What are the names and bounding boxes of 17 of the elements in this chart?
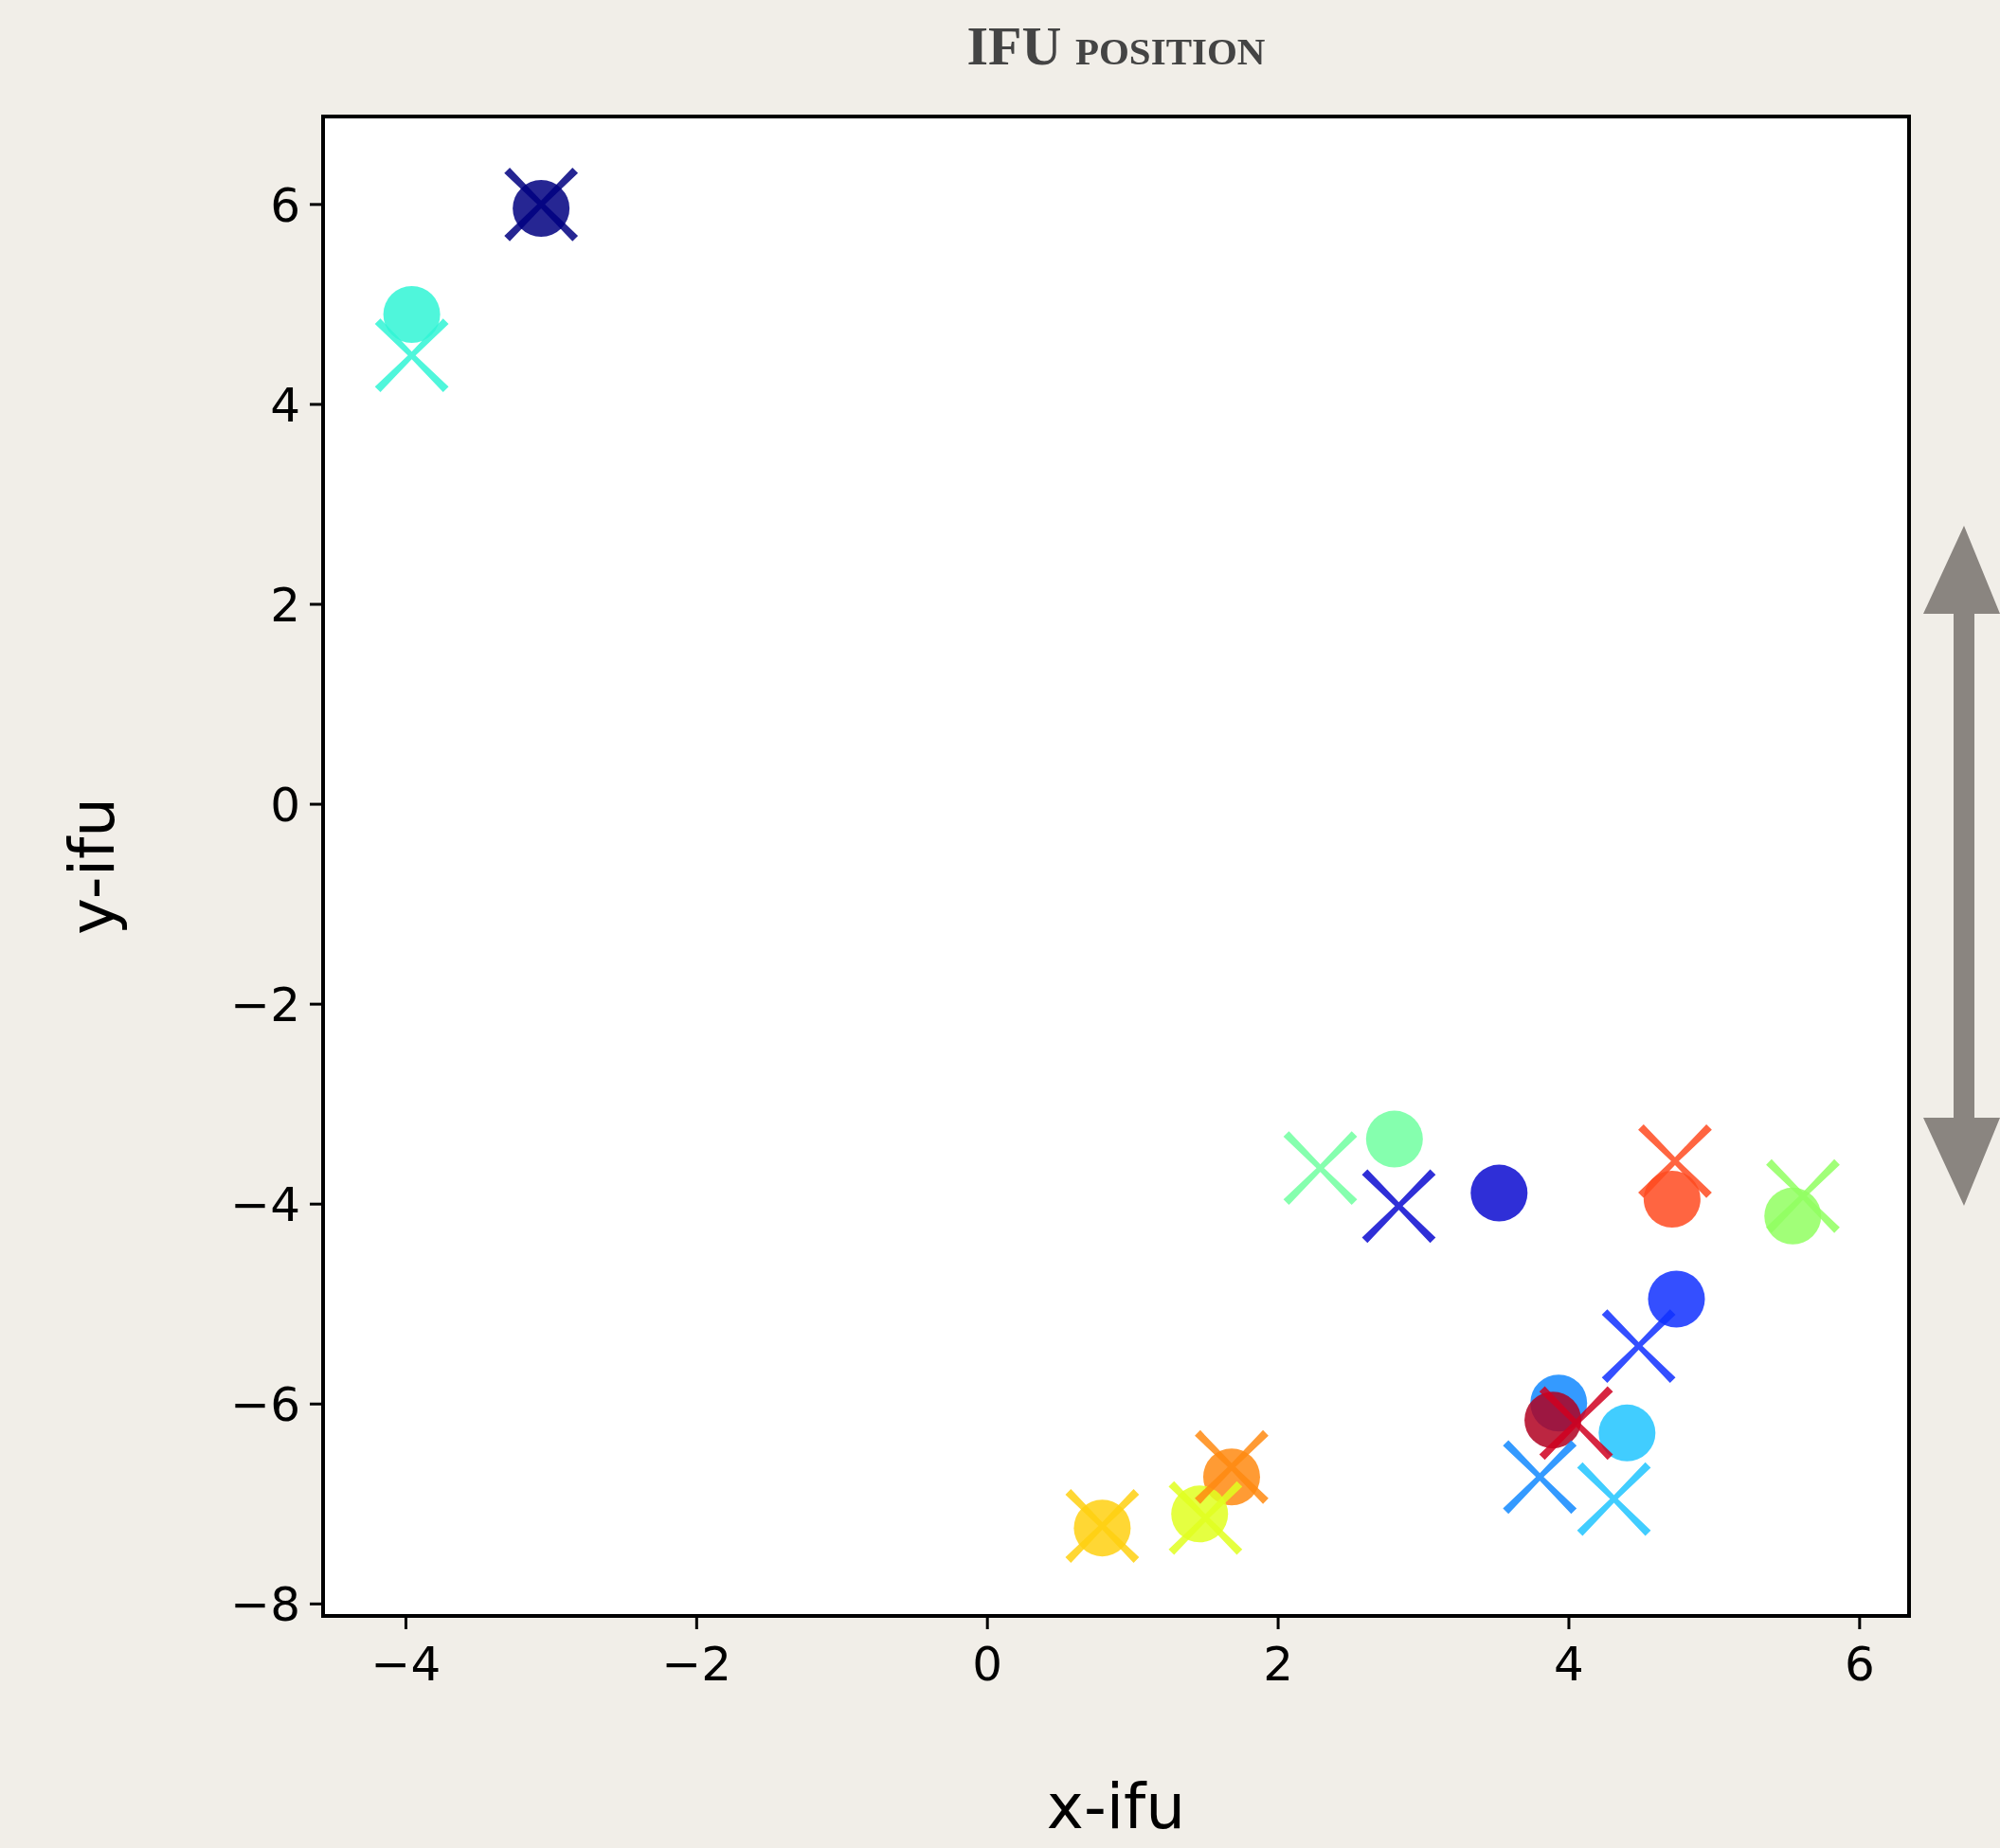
y-axis-title: y-ifu	[56, 797, 129, 936]
x-tick-label: 4	[1554, 1637, 1584, 1692]
y-tick-label: −8	[230, 1577, 300, 1633]
x-tick-label: 0	[972, 1637, 1003, 1692]
y-tick-label: −6	[230, 1377, 300, 1433]
y-tick-label: 2	[270, 578, 300, 633]
y-tick-label: 0	[270, 778, 300, 834]
x-tick-label: −4	[370, 1637, 441, 1692]
x-tick-label: 2	[1263, 1637, 1293, 1692]
x-axis-title: x-ifu	[1046, 1770, 1186, 1843]
chart-title: IFU position	[966, 15, 1266, 77]
y-tick-label: 6	[270, 177, 300, 233]
x-tick-label: 6	[1844, 1637, 1875, 1692]
y-tick-label: −2	[230, 978, 300, 1033]
x-tick-label: −2	[661, 1637, 732, 1692]
y-tick-label: −4	[230, 1177, 300, 1233]
y-tick-label: 4	[270, 377, 300, 433]
